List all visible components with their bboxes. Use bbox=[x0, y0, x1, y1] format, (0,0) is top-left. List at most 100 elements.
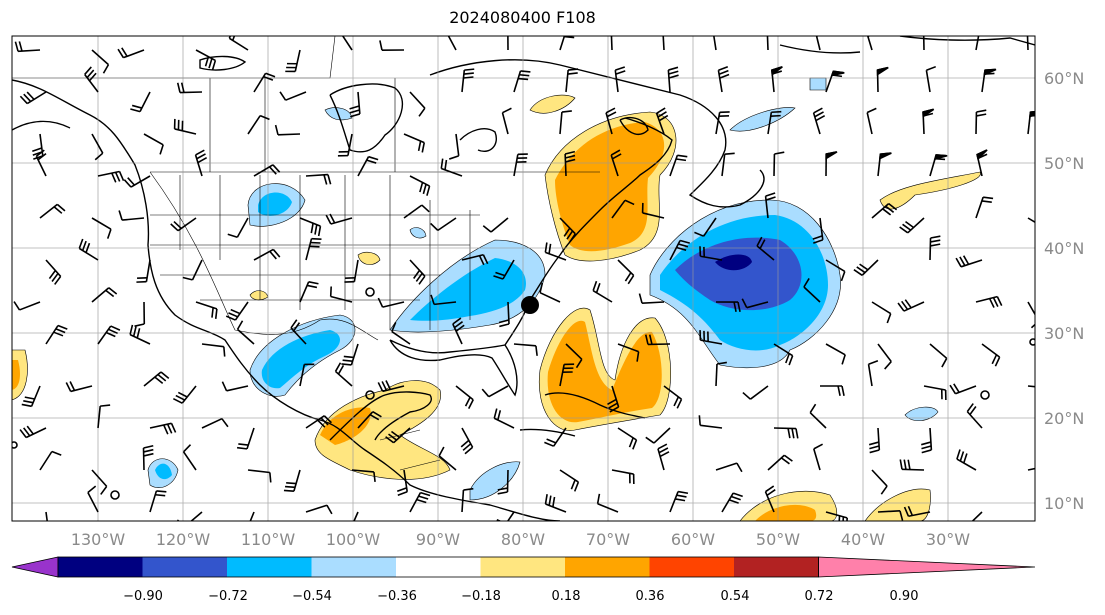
wind-barb bbox=[825, 259, 846, 282]
wind-barb bbox=[770, 66, 783, 93]
wind-barb bbox=[45, 511, 49, 521]
colorbar-segment bbox=[480, 557, 566, 577]
wind-barb bbox=[182, 444, 197, 471]
wind-barb bbox=[819, 385, 845, 396]
wind-barb bbox=[236, 427, 255, 450]
wind-barb bbox=[117, 47, 145, 59]
wind-barb bbox=[694, 217, 717, 237]
wind-barb bbox=[669, 154, 688, 177]
wind-barb bbox=[929, 343, 948, 368]
wind-barb bbox=[607, 385, 620, 413]
wind-barb bbox=[641, 202, 665, 219]
wind-barb bbox=[773, 343, 794, 366]
colorbar-extend-high bbox=[818, 556, 1036, 578]
wind-barb bbox=[956, 449, 977, 471]
wind-barb bbox=[481, 385, 509, 398]
wind-barb bbox=[544, 242, 567, 261]
latitude-labels: 60°N 50°N 40°N 30°N 20°N 10°N bbox=[1044, 69, 1084, 513]
wind-barb bbox=[353, 511, 359, 521]
wind-barb bbox=[976, 149, 988, 177]
wind-barb bbox=[975, 109, 987, 135]
wind-barb bbox=[136, 259, 151, 283]
wind-barb bbox=[409, 259, 426, 285]
wind-barb bbox=[871, 469, 888, 495]
wind-barb bbox=[663, 385, 683, 409]
wind-barb bbox=[721, 492, 743, 513]
wind-barb bbox=[253, 72, 276, 93]
wind-barb bbox=[19, 91, 47, 105]
wind-barb bbox=[929, 154, 948, 177]
wind-barb bbox=[717, 65, 730, 93]
wind-barb bbox=[638, 293, 665, 304]
wind-barb bbox=[221, 381, 249, 392]
wind-barb bbox=[143, 371, 170, 387]
wind-barb bbox=[559, 469, 580, 492]
wind-barb bbox=[21, 385, 41, 408]
wind-barb bbox=[645, 427, 671, 444]
wind-barb bbox=[97, 170, 125, 183]
wind-barb bbox=[669, 490, 689, 513]
wind-barb bbox=[173, 118, 197, 135]
wind-barb bbox=[195, 49, 217, 71]
wind-barb bbox=[35, 149, 47, 177]
wind-barb bbox=[958, 511, 983, 521]
lat-label: 40°N bbox=[1044, 239, 1084, 258]
wind-barb bbox=[903, 505, 931, 518]
colorbar-frame bbox=[57, 556, 819, 578]
wind-barb bbox=[493, 408, 515, 429]
map-title: 2024080400 F108 bbox=[449, 8, 596, 27]
wind-barb bbox=[867, 359, 879, 387]
wind-barb bbox=[698, 415, 723, 429]
wind-barb bbox=[134, 301, 146, 327]
wind-barb bbox=[19, 425, 47, 439]
wind-barb bbox=[897, 299, 925, 312]
wind-barb bbox=[929, 235, 941, 261]
wind-barb bbox=[357, 155, 379, 177]
wind-barb bbox=[201, 343, 226, 357]
wind-barb bbox=[715, 111, 730, 135]
wind-barb bbox=[871, 203, 898, 219]
wind-barb bbox=[544, 494, 567, 513]
colorbar-segment bbox=[649, 557, 735, 577]
wind-barb bbox=[182, 259, 203, 281]
wind-barb bbox=[97, 325, 121, 345]
wind-barb bbox=[430, 294, 457, 306]
wind-barb bbox=[1027, 217, 1035, 224]
wind-barb bbox=[544, 427, 567, 447]
wind-barb bbox=[803, 278, 821, 303]
wind-barb bbox=[13, 301, 41, 311]
wind-barb bbox=[274, 124, 301, 136]
wind-barb bbox=[766, 36, 769, 51]
wind-barb bbox=[605, 107, 617, 135]
wind-barb bbox=[91, 49, 110, 74]
wind-barb bbox=[290, 319, 307, 345]
wind-barb bbox=[975, 36, 980, 51]
wind-barb bbox=[617, 259, 635, 285]
wind-barb bbox=[813, 443, 823, 471]
wind-barb bbox=[899, 217, 925, 234]
wind-barb bbox=[299, 280, 319, 303]
wind-barb bbox=[617, 343, 640, 362]
wind-barb bbox=[149, 490, 167, 513]
wind-barb bbox=[279, 91, 307, 101]
wind-barb bbox=[357, 411, 382, 429]
wind-barb bbox=[812, 107, 826, 135]
lat-label: 50°N bbox=[1044, 154, 1084, 173]
wind-barb bbox=[699, 246, 723, 261]
lon-label: 50°W bbox=[756, 530, 800, 549]
wind-barb bbox=[172, 385, 197, 404]
wind-barb bbox=[170, 217, 197, 232]
wind-barb bbox=[385, 427, 411, 444]
wind-barb bbox=[39, 450, 62, 471]
wind-barb bbox=[815, 36, 821, 51]
wind-barb bbox=[65, 381, 93, 393]
wind-barbs bbox=[13, 36, 1035, 521]
wind-barb bbox=[325, 213, 353, 225]
colorbar-segment bbox=[142, 557, 228, 577]
wind-barb bbox=[91, 133, 104, 161]
calm-wind-markers bbox=[12, 287, 1035, 500]
wind-barb bbox=[14, 41, 41, 53]
lon-label: 30°W bbox=[926, 530, 970, 549]
colorbar-extend-low bbox=[11, 556, 59, 578]
